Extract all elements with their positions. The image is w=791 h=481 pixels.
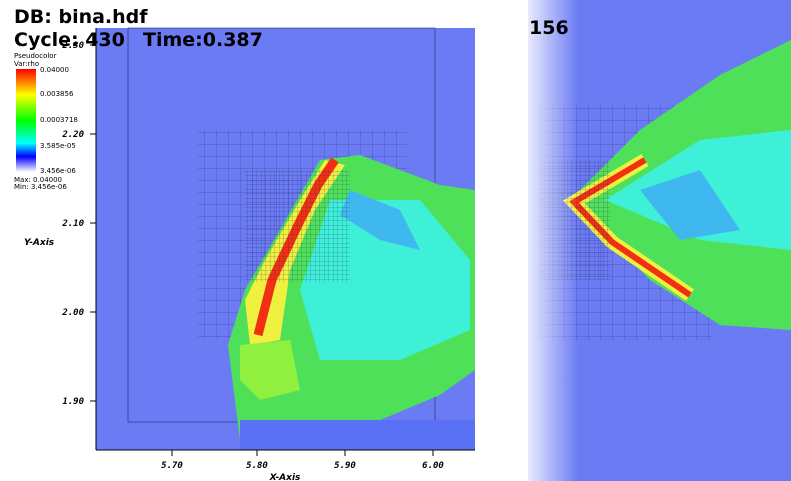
- legend-max: Max: 0.04000: [14, 176, 62, 184]
- legend-label: 0.0003718: [40, 116, 78, 124]
- legend-min: Min: 3.456e-06: [14, 183, 67, 191]
- legend-label: 3.585e-05: [40, 142, 76, 150]
- db-label: DB: bina.hdf: [14, 6, 148, 28]
- y-tick-label: 2.00: [61, 308, 84, 318]
- right-field: [528, 0, 791, 481]
- y-tick-label: 1.90: [62, 397, 84, 407]
- legend-var: Var:rho: [14, 60, 39, 68]
- y-axis-title: Y-Axis: [24, 238, 55, 248]
- x-tick-label: 5.90: [334, 461, 356, 471]
- y-tick-label: 2.10: [61, 219, 84, 229]
- x-tick-label: 5.80: [246, 461, 268, 471]
- axes: [90, 28, 475, 456]
- y-tick-label: 2.30: [61, 41, 84, 51]
- x-tick-label: 5.70: [161, 461, 183, 471]
- cycle-label: Cycle: 430: [14, 29, 125, 51]
- legend-plot: Pseudocolor: [14, 52, 57, 60]
- x-axis-title: X-Axis: [269, 473, 301, 481]
- legend-label: 0.04000: [40, 66, 69, 74]
- right-cycle-fragment: 156: [529, 17, 569, 39]
- legend-label: 3.456e-06: [40, 167, 76, 175]
- y-tick-label: 2.20: [61, 130, 84, 140]
- colorbar: [16, 69, 36, 172]
- time-label: Time:0.387: [143, 29, 263, 51]
- x-tick-label: 6.00: [422, 461, 444, 471]
- legend-label: 0.003856: [40, 90, 74, 98]
- left-field: [96, 27, 475, 450]
